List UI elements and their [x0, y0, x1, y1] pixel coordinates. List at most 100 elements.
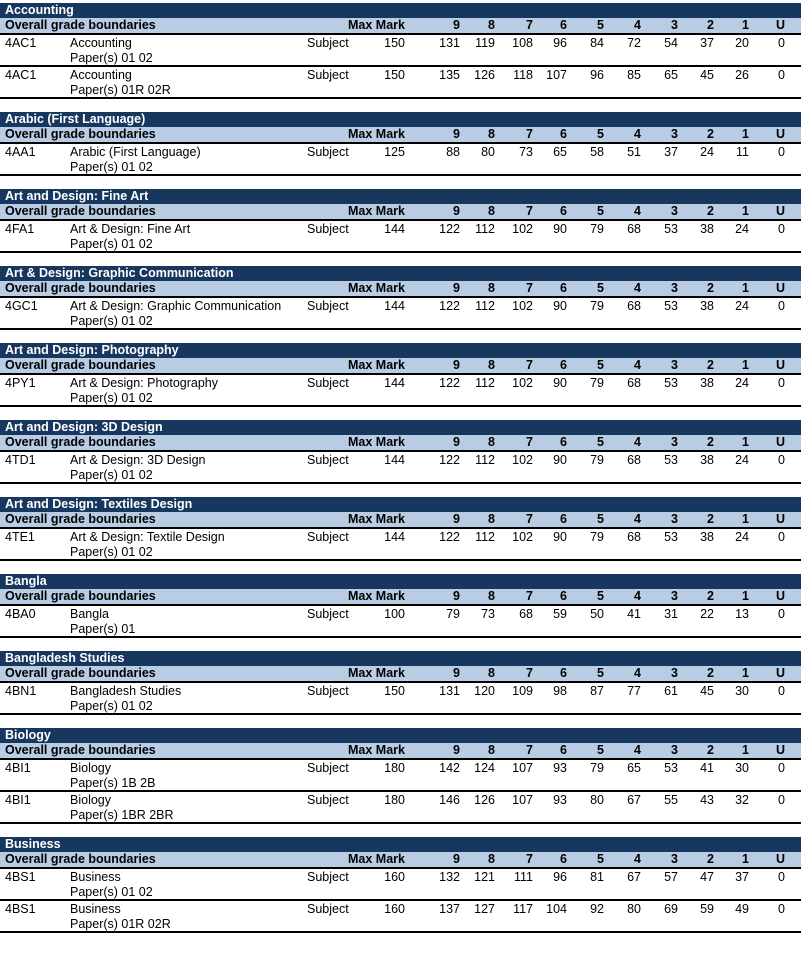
grade-boundary-value: 68	[627, 299, 641, 313]
grade-boundary-value: 24	[735, 376, 749, 390]
grade-header: 8	[488, 743, 495, 757]
max-mark-header: Max Mark	[348, 852, 405, 866]
grade-header: 5	[597, 666, 604, 680]
paper-list: Paper(s) 01 02	[70, 699, 153, 713]
grade-boundary-value: 24	[735, 530, 749, 544]
max-mark-header: Max Mark	[348, 743, 405, 757]
paper-list: Paper(s) 01R 02R	[70, 83, 171, 97]
grade-boundary-value: 59	[700, 902, 714, 916]
grade-header: 3	[671, 18, 678, 32]
grade-boundary-value: 68	[627, 530, 641, 544]
grade-header: U	[775, 435, 785, 449]
grade-boundary-value: 65	[664, 68, 678, 82]
grade-header: 8	[488, 358, 495, 372]
section-title: Bangla	[0, 574, 801, 589]
grade-boundary-value: 85	[627, 68, 641, 82]
max-mark-value: 150	[384, 36, 405, 50]
max-mark-value: 144	[384, 376, 405, 390]
grade-boundary-value: 24	[700, 145, 714, 159]
max-mark-header: Max Mark	[348, 18, 405, 32]
grade-boundary-value: 142	[439, 761, 460, 775]
grade-boundary-value: 90	[553, 299, 567, 313]
max-mark-value: 144	[384, 530, 405, 544]
table-row: 4TD1 Art & Design: 3D Design Paper(s) 01 0…	[0, 452, 801, 484]
grade-header: 4	[634, 435, 641, 449]
level-label: Subject	[307, 68, 349, 82]
column-header-row: Overall grade boundaries Max Mark 9 8 7 6 5 4 3 2…	[0, 358, 801, 375]
grade-boundary-value: 20	[735, 36, 749, 50]
table-row: 4GC1 Art & Design: Graphic Communication P…	[0, 298, 801, 330]
grade-header: 9	[453, 666, 460, 680]
grade-header: 4	[634, 127, 641, 141]
grade-header: 9	[453, 358, 460, 372]
grade-header: 9	[453, 512, 460, 526]
subject-section: Bangladesh Studies Overall grade boundari…	[0, 651, 801, 715]
grade-boundary-value: 81	[590, 870, 604, 884]
column-header-row: Overall grade boundaries Max Mark 9 8 7 6 5 4 3 2…	[0, 204, 801, 221]
grade-boundary-value: 124	[474, 761, 495, 775]
grade-boundary-value: 121	[474, 870, 495, 884]
grade-boundary-value: 118	[513, 68, 533, 82]
grade-header: U	[775, 358, 785, 372]
grade-header: U	[775, 18, 785, 32]
grade-header: 2	[707, 18, 714, 32]
grade-header: 8	[488, 18, 495, 32]
level-label: Subject	[307, 761, 349, 775]
grade-boundary-value: 111	[513, 870, 533, 884]
subject-name: Bangladesh Studies	[70, 684, 182, 698]
grade-boundary-value: 137	[439, 902, 460, 916]
grade-boundary-value: 107	[512, 761, 533, 775]
table-row: 4BI1 Biology Paper(s) 1BR 2BR Subject 180 146…	[0, 792, 801, 824]
grade-header: 3	[671, 743, 678, 757]
grade-boundary-value: 122	[439, 222, 460, 236]
qualification-code: 4GC1	[5, 299, 38, 313]
grade-header: U	[775, 281, 785, 295]
overall-label: Overall grade boundaries	[5, 852, 156, 866]
grade-header: 8	[488, 852, 495, 866]
column-header-row: Overall grade boundaries Max Mark 9 8 7 6 5 4 3 2…	[0, 435, 801, 452]
grade-header: 9	[453, 204, 460, 218]
grade-header: 6	[560, 666, 567, 680]
overall-label: Overall grade boundaries	[5, 281, 156, 295]
grade-boundary-value: 80	[627, 902, 641, 916]
grade-header: 3	[671, 127, 678, 141]
grade-boundary-value: 135	[439, 68, 460, 82]
grade-header: 3	[671, 281, 678, 295]
grade-header: 8	[488, 666, 495, 680]
grade-header: 9	[453, 589, 460, 603]
subject-section: Art and Design: 3D Design Overall grade b…	[0, 420, 801, 484]
grade-boundary-value: 38	[700, 453, 714, 467]
grade-boundary-value: 92	[590, 902, 604, 916]
grade-header: 1	[742, 358, 749, 372]
grade-boundary-value: 96	[590, 68, 604, 82]
grade-header: 7	[526, 743, 533, 757]
grade-boundary-value: 108	[512, 36, 533, 50]
paper-list: Paper(s) 01 02	[70, 237, 153, 251]
level-label: Subject	[307, 145, 349, 159]
grade-boundary-value: 0	[778, 684, 785, 698]
grade-boundary-value: 32	[735, 793, 749, 807]
grade-boundary-value: 104	[546, 902, 567, 916]
max-mark-value: 144	[384, 222, 405, 236]
max-mark-header: Max Mark	[348, 512, 405, 526]
table-row: 4AC1 Accounting Paper(s) 01R 02R Subject 150…	[0, 67, 801, 99]
grade-boundary-value: 102	[512, 530, 533, 544]
grade-boundary-value: 49	[735, 902, 749, 916]
grade-header: 9	[453, 18, 460, 32]
grade-boundary-value: 30	[735, 684, 749, 698]
level-label: Subject	[307, 607, 349, 621]
level-label: Subject	[307, 36, 349, 50]
grade-boundary-value: 41	[627, 607, 641, 621]
grade-header: U	[775, 204, 785, 218]
grade-boundary-value: 102	[512, 453, 533, 467]
qualification-code: 4TD1	[5, 453, 36, 467]
subject-section: Bangla Overall grade boundaries Max Mark 9 8…	[0, 574, 801, 638]
grade-header: 7	[526, 852, 533, 866]
max-mark-value: 144	[384, 453, 405, 467]
grade-boundary-value: 0	[778, 299, 785, 313]
max-mark-header: Max Mark	[348, 435, 405, 449]
grade-boundary-value: 131	[439, 36, 460, 50]
grade-boundary-value: 65	[627, 761, 641, 775]
subject-name: Accounting	[70, 68, 132, 82]
qualification-code: 4BN1	[5, 684, 37, 698]
